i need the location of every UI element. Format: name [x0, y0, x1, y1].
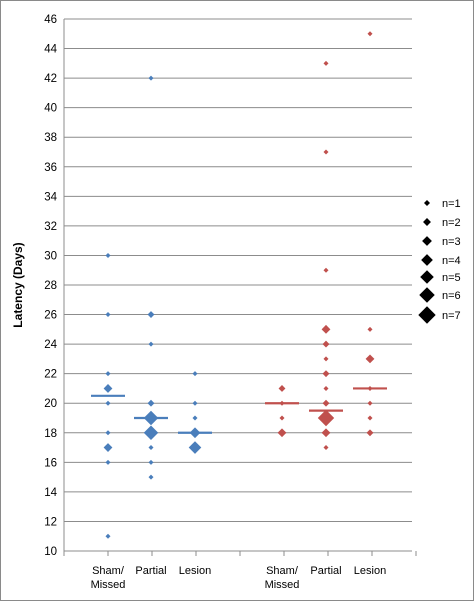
data-point	[105, 400, 111, 406]
data-point	[105, 252, 111, 258]
data-point	[105, 430, 111, 436]
data-point	[148, 75, 154, 81]
data-point	[103, 443, 113, 452]
y-tick-label: 46	[44, 14, 57, 26]
y-tick-label: 42	[44, 73, 57, 85]
legend-label: n=2	[442, 217, 461, 229]
data-point	[105, 371, 111, 377]
y-tick-label: 40	[44, 103, 57, 115]
data-point	[367, 400, 373, 406]
y-tick-label: 22	[44, 369, 57, 381]
y-tick-label: 18	[44, 428, 57, 440]
data-point	[277, 428, 287, 438]
x-category-label: Partial	[310, 565, 341, 577]
data-point	[148, 474, 154, 480]
legend-marker	[421, 254, 433, 266]
data-point	[366, 429, 374, 437]
y-tick-label: 16	[44, 457, 57, 469]
data-point	[147, 311, 155, 319]
legend-marker	[424, 200, 430, 206]
data-point	[188, 441, 202, 454]
y-tick-label: 44	[44, 44, 57, 56]
data-point	[105, 533, 111, 539]
axes	[63, 19, 417, 556]
data-point	[323, 356, 329, 362]
data-point	[322, 340, 330, 348]
legend: n=1 n=2 n=3 n=4 n=5 n=6 n=7	[418, 198, 461, 324]
median-lines	[91, 387, 387, 434]
y-tick-label: 10	[44, 546, 57, 558]
legend-label: n=1	[442, 198, 461, 210]
y-tick-label: 38	[44, 132, 57, 144]
y-tick-label: 32	[44, 221, 57, 233]
x-category-label-line2: Missed	[265, 579, 300, 591]
y-axis-label: Latency (Days)	[11, 242, 25, 327]
data-point	[323, 385, 329, 391]
data-point	[105, 459, 111, 465]
data-point	[147, 399, 155, 407]
data-point	[367, 31, 373, 37]
x-category-labels: Sham/Missed Partial Lesion Sham/Missed Parti…	[91, 565, 387, 591]
data-point	[321, 324, 331, 334]
data-point	[323, 267, 329, 273]
data-point	[365, 354, 375, 364]
legend-label: n=5	[442, 272, 461, 284]
y-tick-label: 34	[44, 191, 57, 203]
y-tick-label: 26	[44, 310, 57, 322]
y-tick-label: 14	[44, 487, 57, 499]
y-tick-label: 12	[44, 516, 57, 528]
data-point	[278, 384, 286, 392]
data-point	[323, 60, 329, 66]
data-point	[323, 445, 329, 451]
data-point	[323, 149, 329, 155]
data-point	[322, 370, 330, 378]
legend-marker	[420, 270, 434, 284]
data-point	[143, 425, 159, 441]
data-point	[321, 428, 331, 438]
data-points	[103, 31, 375, 539]
data-point	[148, 459, 154, 465]
data-point	[105, 312, 111, 318]
data-point	[192, 400, 198, 406]
data-point	[148, 341, 154, 347]
data-point	[279, 415, 285, 421]
y-tick-label: 20	[44, 398, 57, 410]
gridlines	[64, 18, 412, 552]
x-category-label: Lesion	[354, 565, 386, 577]
x-category-label: Partial	[135, 565, 166, 577]
data-point	[322, 399, 330, 407]
legend-marker	[419, 287, 435, 303]
data-point	[148, 445, 154, 451]
y-tick-labels: 10 12 14 16 18 20 22 24 26 28 30 32 34 36 38 40 42 44 46	[44, 14, 57, 558]
y-tick-label: 36	[44, 162, 57, 174]
data-point	[103, 384, 113, 393]
data-point	[367, 415, 373, 421]
data-point	[367, 326, 373, 332]
y-tick-label: 24	[44, 339, 57, 351]
legend-marker	[422, 236, 432, 246]
x-category-label: Lesion	[179, 565, 211, 577]
x-category-label: Sham/	[92, 565, 125, 577]
x-category-label-line2: Missed	[91, 579, 126, 591]
legend-label: n=6	[442, 290, 461, 302]
legend-label: n=7	[442, 310, 461, 322]
x-category-label: Sham/	[266, 565, 299, 577]
y-tick-label: 28	[44, 280, 57, 292]
legend-label: n=3	[442, 236, 461, 248]
data-point	[192, 415, 198, 421]
legend-label: n=4	[442, 255, 461, 267]
y-tick-label: 30	[44, 250, 57, 262]
legend-marker	[418, 306, 436, 324]
legend-marker	[423, 218, 431, 226]
data-point	[192, 371, 198, 377]
data-point	[317, 409, 335, 427]
